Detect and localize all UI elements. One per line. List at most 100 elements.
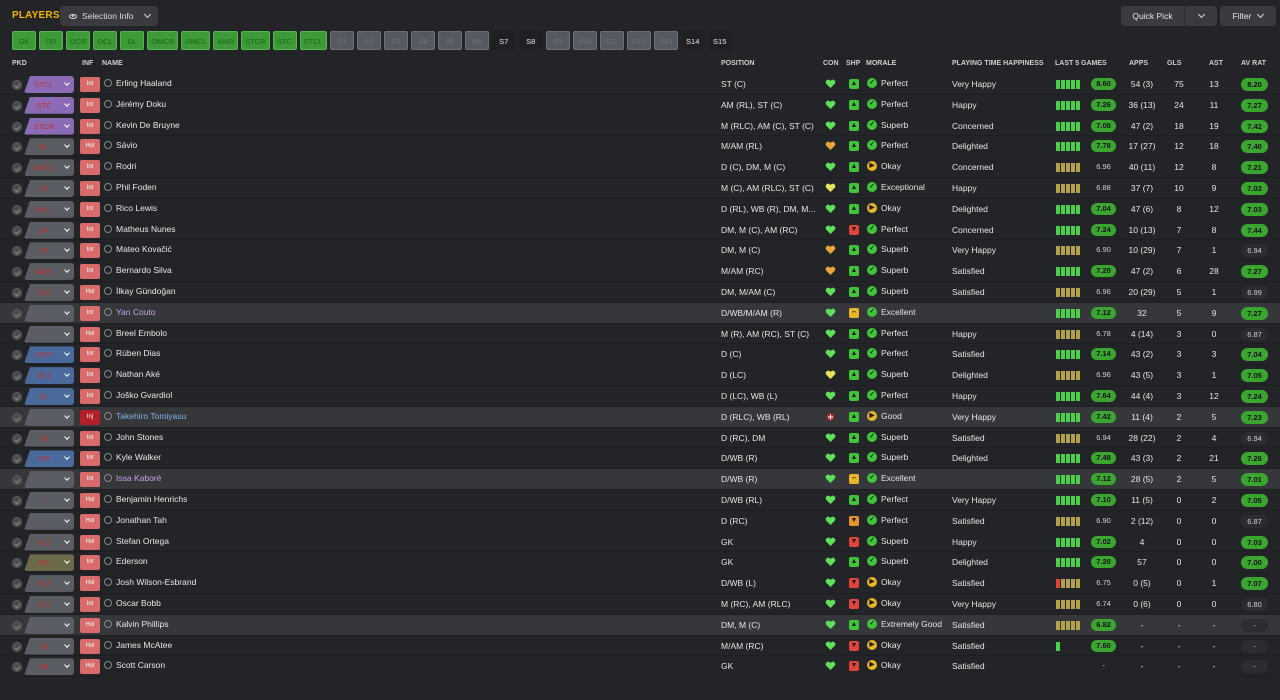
- table-row[interactable]: DM... Int Rico Lewis D (RL), WB (R), DM, M.…: [0, 199, 1280, 220]
- player-name[interactable]: Kyle Walker: [116, 452, 162, 463]
- table-row[interactable]: DL Hol Sávio M/AM (RL) ▲ ✓ Perfect Delighted 7.7…: [0, 136, 1280, 158]
- info-badge[interactable]: Int: [80, 305, 100, 321]
- table-row[interactable]: STCR Int Kevin De Bruyne M (RLC), AM (C), S…: [0, 116, 1280, 137]
- info-badge[interactable]: Int: [80, 472, 100, 488]
- pick-checkbox[interactable]: [12, 537, 22, 548]
- position-selector[interactable]: DCL: [24, 367, 74, 385]
- position-selector[interactable]: S12: [24, 533, 74, 551]
- chip-omcr[interactable]: OMCR: [147, 31, 179, 50]
- chip-s3[interactable]: S3: [383, 31, 408, 50]
- table-row[interactable]: S11 Int Oscar Bobb M (RC), AM (RLC) ▼ ▶ Okay Ve…: [0, 594, 1280, 615]
- info-badge[interactable]: Hol: [80, 534, 100, 550]
- player-name[interactable]: Rico Lewis: [116, 202, 158, 213]
- position-selector[interactable]: -: [24, 471, 74, 489]
- chip-s2[interactable]: S2: [356, 31, 381, 50]
- col-av-rat[interactable]: AV RAT: [1241, 60, 1267, 67]
- player-name-cell[interactable]: İlkay Gündoğan: [104, 286, 176, 296]
- player-name[interactable]: Kevin De Bruyne: [116, 119, 180, 130]
- player-name-cell[interactable]: Jérémy Doku: [104, 99, 166, 109]
- table-row[interactable]: GK Int Ederson GK ▲ ✓ Superb Delighted 7.20 57 0 0 7…: [0, 552, 1280, 574]
- col-ast[interactable]: AST: [1209, 60, 1223, 67]
- player-name[interactable]: Ederson: [116, 556, 148, 567]
- info-badge[interactable]: Int: [80, 160, 100, 176]
- table-row[interactable]: AMR Int Bernardo Silva M/AM (RC) ▲ ✓ Superb Sat…: [0, 261, 1280, 282]
- pick-checkbox[interactable]: [12, 287, 22, 298]
- position-selector[interactable]: S10: [24, 283, 74, 301]
- chip-s10[interactable]: S10: [572, 31, 597, 50]
- position-selector[interactable]: DL: [24, 138, 74, 156]
- table-row[interactable]: STCL Int Erling Haaland ST (C) ▲ ✓ Perfect Very…: [0, 74, 1280, 95]
- position-selector[interactable]: AMR: [24, 263, 74, 281]
- table-row[interactable]: - Hol Breel Embolo M (R), AM (RC), ST (C) ▲ ✓…: [0, 324, 1280, 345]
- position-selector[interactable]: STC: [24, 96, 74, 114]
- player-name-cell[interactable]: Josh Wilson-Esbrand: [104, 577, 196, 587]
- pick-checkbox[interactable]: [12, 454, 22, 465]
- col-shp[interactable]: SHP: [846, 60, 861, 67]
- info-badge[interactable]: Hol: [80, 139, 100, 155]
- player-name-cell[interactable]: John Stones: [104, 432, 163, 442]
- position-selector[interactable]: S11: [24, 595, 74, 613]
- player-name[interactable]: Phil Foden: [116, 181, 157, 192]
- info-badge[interactable]: Hol: [80, 284, 100, 300]
- pick-checkbox[interactable]: [12, 163, 22, 174]
- position-selector[interactable]: DM...: [24, 200, 74, 218]
- position-selector[interactable]: S2: [24, 179, 74, 197]
- player-name-cell[interactable]: Phil Foden: [104, 182, 157, 192]
- player-name-cell[interactable]: Issa Kaboré: [104, 473, 161, 483]
- info-badge[interactable]: Int: [80, 596, 100, 612]
- info-badge[interactable]: Int: [80, 347, 100, 363]
- col-last-5-games[interactable]: LAST 5 GAMES: [1055, 60, 1107, 67]
- pick-checkbox[interactable]: [12, 267, 22, 278]
- player-name-cell[interactable]: Matheus Nunes: [104, 224, 176, 234]
- pick-checkbox[interactable]: [12, 371, 22, 382]
- player-name[interactable]: Josh Wilson-Esbrand: [116, 577, 197, 588]
- position-selector[interactable]: S8: [24, 658, 74, 676]
- position-selector[interactable]: STCR: [24, 117, 74, 135]
- player-name-cell[interactable]: Jonathan Tah: [104, 515, 167, 525]
- position-selector[interactable]: S5: [24, 242, 74, 260]
- table-row[interactable]: - Hol Kalvin Phillips DM, M (C) ▲ ✓ Extremely …: [0, 614, 1280, 636]
- player-name[interactable]: Scott Carson: [116, 660, 166, 671]
- pick-checkbox[interactable]: [12, 495, 22, 506]
- position-selector[interactable]: -: [24, 512, 74, 530]
- player-name[interactable]: Matheus Nunes: [116, 223, 176, 234]
- player-name[interactable]: İlkay Gündoğan: [116, 285, 176, 296]
- player-name[interactable]: Sávio: [116, 140, 138, 151]
- player-name-cell[interactable]: Breel Embolo: [104, 328, 167, 338]
- pick-checkbox[interactable]: [12, 412, 22, 423]
- position-selector[interactable]: DCR: [24, 346, 74, 364]
- table-row[interactable]: DL Int Joško Gvardiol D (LC), WB (L) ▲ ✓ Perfe…: [0, 386, 1280, 407]
- player-name-cell[interactable]: Erling Haaland: [104, 78, 172, 88]
- player-name[interactable]: Rúben Dias: [116, 348, 161, 359]
- player-name-cell[interactable]: Stefan Ortega: [104, 536, 169, 546]
- chip-s6[interactable]: S6: [464, 31, 489, 50]
- info-badge[interactable]: Int: [80, 430, 100, 446]
- chip-s9[interactable]: S9: [545, 31, 570, 50]
- pick-checkbox[interactable]: [12, 433, 22, 444]
- chip-s7[interactable]: S7: [491, 31, 516, 50]
- table-row[interactable]: DR Int Kyle Walker D/WB (R) ▲ ✓ Superb Delighte…: [0, 448, 1280, 470]
- position-selector[interactable]: S9: [24, 637, 74, 655]
- info-badge[interactable]: Int: [80, 451, 100, 467]
- table-row[interactable]: S2 Int Phil Foden M (C), AM (RLC), ST (C) ▲ ✓…: [0, 178, 1280, 199]
- table-row[interactable]: DMCL Int Rodri D (C), DM, M (C) ▲ ▶ Okay Concer…: [0, 157, 1280, 178]
- pick-checkbox[interactable]: [12, 225, 22, 236]
- quick-pick-dropdown[interactable]: [1185, 10, 1217, 19]
- player-name-cell[interactable]: Takehiro Tomiyasu: [104, 411, 186, 421]
- player-name-cell[interactable]: Rúben Dias: [104, 348, 160, 358]
- player-name[interactable]: James McAtee: [116, 639, 173, 650]
- player-name[interactable]: Mateo Kovačić: [116, 244, 172, 255]
- col-pkd[interactable]: PKD: [12, 60, 27, 67]
- position-selector[interactable]: -: [24, 616, 74, 634]
- chip-stc[interactable]: STC: [272, 31, 297, 50]
- info-badge[interactable]: Int: [80, 555, 100, 571]
- table-row[interactable]: - Int Issa Kaboré D/WB (R) – ✓ Excellent 7.12 28…: [0, 469, 1280, 490]
- col-gls[interactable]: GLS: [1167, 60, 1182, 67]
- pick-checkbox[interactable]: [12, 579, 22, 590]
- player-name[interactable]: Breel Embolo: [116, 327, 168, 338]
- player-name[interactable]: John Stones: [116, 431, 164, 442]
- table-row[interactable]: STC Int Jérémy Doku AM (RL), ST (C) ▲ ✓ Perfec…: [0, 95, 1280, 116]
- info-badge[interactable]: Int: [80, 118, 100, 134]
- pick-checkbox[interactable]: [12, 246, 22, 257]
- pick-checkbox[interactable]: [12, 100, 22, 111]
